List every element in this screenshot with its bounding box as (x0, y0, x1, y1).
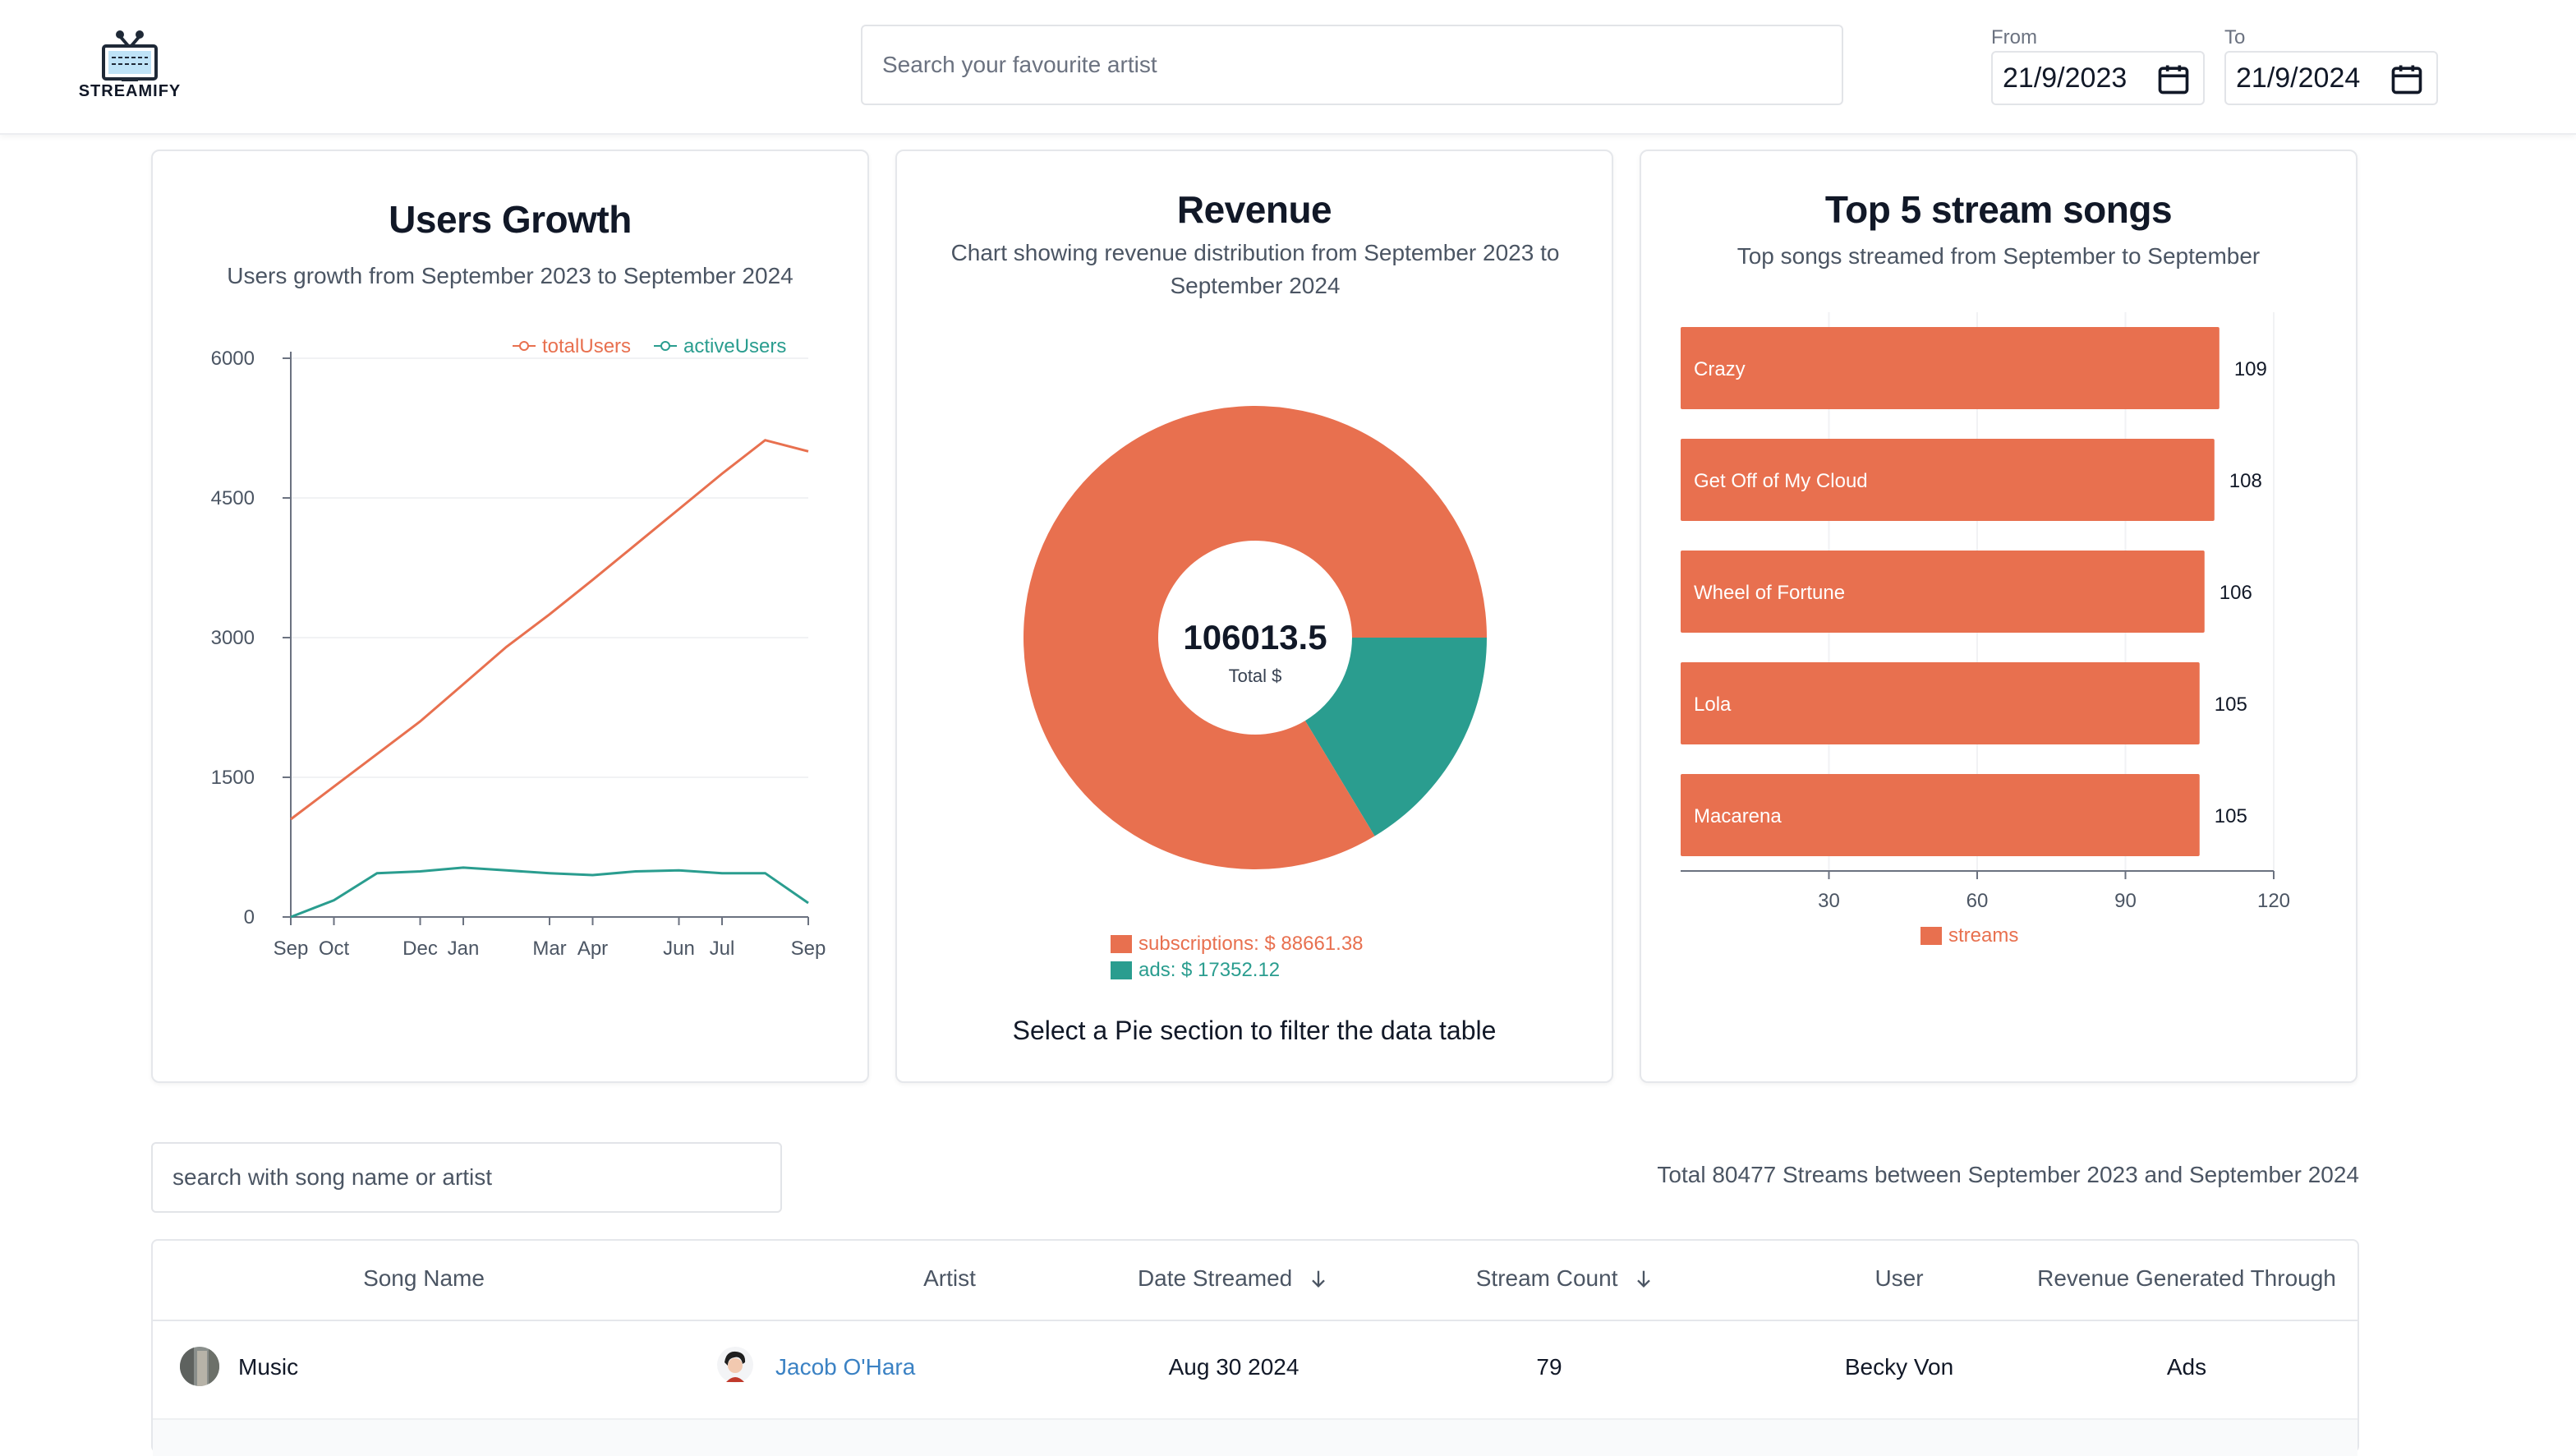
bar-value-label: 106 (2220, 582, 2252, 604)
y-tick-label: 3000 (211, 627, 255, 649)
to-date-value: 21/9/2024 (2236, 62, 2361, 94)
artist-link[interactable]: Jacob O'Hara (775, 1354, 916, 1380)
top-songs-bar-chart[interactable]: Crazy 109 Get Off of My Cloud 108 Wheel of F… (1641, 151, 2358, 1083)
artist-search-input[interactable] (861, 25, 1843, 105)
total-streams-text: Total 80477 Streams between September 20… (1657, 1162, 2359, 1187)
x-tick-label: Jan (448, 938, 480, 960)
x-tick-label: Sep (274, 938, 309, 960)
sort-arrow-down-icon[interactable] (1632, 1267, 1655, 1290)
users-growth-card: Users Growth Users growth from September… (151, 150, 869, 1083)
x-tick-label: Oct (319, 938, 350, 960)
revenue-subtitle: Chart showing revenue distribution from … (950, 240, 1560, 298)
revenue-source: Ads (2166, 1354, 2207, 1380)
table-row[interactable]: Music Jacob O'Hara Aug 30 2024 79 Becky … (153, 1321, 2358, 1418)
x-tick-label: Sep (791, 938, 826, 960)
legend-active-users[interactable]: activeUsers (683, 335, 786, 357)
bar-value-label: 109 (2234, 358, 2267, 380)
calendar-icon[interactable] (2389, 61, 2425, 97)
column-artist[interactable]: Artist (923, 1265, 976, 1291)
bar[interactable] (1681, 662, 2200, 744)
users-growth-subtitle: Users growth from September 2023 to Sept… (227, 263, 794, 288)
revenue-pie-chart[interactable]: 106013.5 Total $ subscriptions: $ 88661.… (897, 151, 1613, 1083)
from-date-value: 21/9/2023 (2003, 62, 2128, 94)
series-line-totalUsers[interactable] (290, 439, 809, 821)
revenue-total-label: Total $ (1229, 666, 1282, 686)
user-name: Becky Von (1844, 1354, 1954, 1380)
y-tick-label: 6000 (211, 348, 255, 370)
song-name: Music (238, 1354, 299, 1380)
bar[interactable] (1681, 439, 2215, 521)
pie-slice-ads[interactable] (1304, 638, 1487, 836)
legend-swatch-ads (1111, 961, 1132, 979)
legend-swatch-subscriptions (1111, 935, 1132, 953)
top-songs-card: Top 5 stream songs Top songs streamed fr… (1640, 150, 2358, 1083)
tv-logo-icon (102, 30, 158, 81)
to-date-input[interactable]: 21/9/2024 (2224, 51, 2438, 105)
bar-category-label: Lola (1694, 693, 1732, 716)
bar-category-label: Wheel of Fortune (1694, 582, 1845, 604)
table-search-input[interactable] (151, 1142, 782, 1213)
legend-swatch-streams (1920, 927, 1942, 945)
table-row[interactable] (153, 1418, 2358, 1456)
sort-arrow-down-icon[interactable] (1307, 1267, 1330, 1290)
x-tick-label: Mar (532, 938, 566, 960)
from-date-input[interactable]: 21/9/2023 (1991, 51, 2205, 105)
date-streamed: Aug 30 2024 (1168, 1354, 1300, 1380)
column-revenue-through[interactable]: Revenue Generated Through (2037, 1265, 2336, 1291)
y-tick-label: 4500 (211, 487, 255, 509)
table-header-divider (153, 1320, 2358, 1321)
x-tick-label: 30 (1818, 890, 1840, 912)
x-tick-label: Jun (663, 938, 695, 960)
bar[interactable] (1681, 774, 2200, 856)
pie-filter-hint: Select a Pie section to filter the data … (1012, 1016, 1497, 1045)
streamify-logo[interactable]: STREAMIFY (72, 23, 187, 105)
users-growth-title: Users Growth (389, 198, 632, 241)
x-tick-label: Jul (710, 938, 735, 960)
x-tick-label: 120 (2257, 890, 2290, 912)
bar-category-label: Crazy (1694, 358, 1746, 380)
bar-category-label: Get Off of My Cloud (1694, 470, 1868, 492)
y-tick-label: 1500 (211, 767, 255, 789)
users-growth-chart[interactable]: 6000 4500 3000 1500 0 Sep Oct Dec Jan Mar Apr Jun Ju… (153, 151, 869, 973)
x-tick-label: 90 (2114, 890, 2137, 912)
column-date-streamed[interactable]: Date Streamed (1086, 1265, 1382, 1292)
from-label: From (1991, 26, 2037, 48)
x-tick-label: 60 (1966, 890, 1989, 912)
bar[interactable] (1681, 551, 2205, 633)
top-songs-title: Top 5 stream songs (1824, 188, 2173, 231)
streams-table: Song Name Artist Date Streamed Stream Co… (151, 1239, 2359, 1456)
top-songs-subtitle: Top songs streamed from September to Sep… (1736, 243, 2261, 269)
legend-streams[interactable]: streams (1948, 924, 2018, 947)
legend-subscriptions[interactable]: subscriptions: $ 88661.38 (1138, 933, 1364, 955)
app-header: STREAMIFY From 21/9/2023 To 21/9/2024 (0, 0, 2576, 135)
revenue-title: Revenue (1176, 188, 1332, 231)
column-user[interactable]: User (1874, 1265, 1924, 1291)
column-stream-count-label: Stream Count (1475, 1265, 1618, 1291)
song-thumbnail (180, 1347, 219, 1386)
revenue-card: Revenue Chart showing revenue distributi… (895, 150, 1613, 1083)
calendar-icon[interactable] (2155, 61, 2192, 97)
revenue-total-value: 106013.5 (1183, 618, 1327, 657)
bar-category-label: Macarena (1694, 805, 1782, 827)
column-song-name[interactable]: Song Name (363, 1265, 485, 1291)
bar[interactable] (1681, 327, 2220, 409)
x-tick-label: Dec (402, 938, 438, 960)
bar-value-label: 105 (2215, 693, 2247, 716)
logo-text: STREAMIFY (78, 82, 182, 100)
bar-value-label: 105 (2215, 805, 2247, 827)
artist-avatar (717, 1347, 753, 1383)
bar-value-label: 108 (2229, 470, 2262, 492)
legend-total-users[interactable]: totalUsers (542, 335, 631, 357)
legend-ads[interactable]: ads: $ 17352.12 (1138, 959, 1280, 981)
x-tick-label: Apr (577, 938, 608, 960)
y-tick-label: 0 (244, 906, 255, 928)
to-label: To (2224, 26, 2246, 48)
pie-slice-subscriptions[interactable] (1024, 405, 1487, 869)
stream-count: 79 (1536, 1354, 1562, 1380)
series-line-activeUsers[interactable] (290, 866, 809, 919)
column-stream-count[interactable]: Stream Count (1418, 1265, 1714, 1292)
column-date-streamed-label: Date Streamed (1137, 1265, 1293, 1291)
